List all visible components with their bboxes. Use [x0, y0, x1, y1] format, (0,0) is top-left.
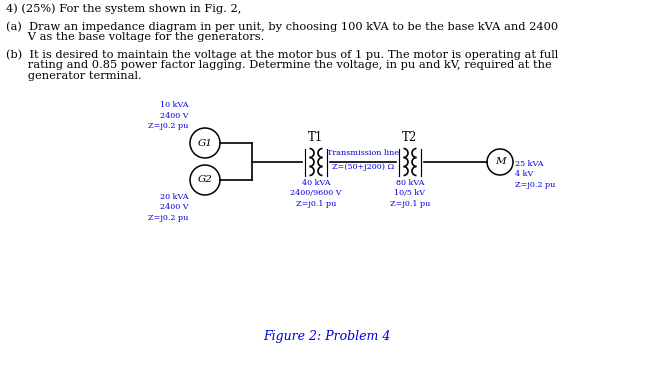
Text: T2: T2 [402, 131, 418, 144]
Text: Transmission line: Transmission line [327, 149, 399, 157]
Text: 10 kVA
2400 V
Z=j0.2 pu: 10 kVA 2400 V Z=j0.2 pu [147, 101, 188, 130]
Text: 80 kVA
10/5 kV
Z=j0.1 pu: 80 kVA 10/5 kV Z=j0.1 pu [390, 179, 430, 208]
Text: rating and 0.85 power factor lagging. Determine the voltage, in pu and kV, requi: rating and 0.85 power factor lagging. De… [6, 60, 552, 70]
Text: Figure 2: Problem 4: Figure 2: Problem 4 [263, 330, 390, 343]
Text: 4) (25%) For the system shown in Fig. 2,: 4) (25%) For the system shown in Fig. 2, [6, 3, 242, 14]
Text: V as the base voltage for the generators.: V as the base voltage for the generators… [6, 32, 265, 42]
Text: (b)  It is desired to maintain the voltage at the motor bus of 1 pu. The motor i: (b) It is desired to maintain the voltag… [6, 49, 558, 59]
Text: 20 kVA
2400 V
Z=j0.2 pu: 20 kVA 2400 V Z=j0.2 pu [147, 193, 188, 222]
Text: 40 kVA
2400/9600 V
Z=j0.1 pu: 40 kVA 2400/9600 V Z=j0.1 pu [290, 179, 342, 208]
Text: T1: T1 [309, 131, 324, 144]
Text: 25 kVA
4 kV
Z=j0.2 pu: 25 kVA 4 kV Z=j0.2 pu [515, 160, 555, 189]
Text: G2: G2 [198, 176, 212, 184]
Text: Z=(50+j200) Ω: Z=(50+j200) Ω [332, 163, 394, 171]
Text: M: M [495, 158, 505, 166]
Text: (a)  Draw an impedance diagram in per unit, by choosing 100 kVA to be the base k: (a) Draw an impedance diagram in per uni… [6, 21, 558, 31]
Text: G1: G1 [198, 138, 212, 147]
Text: generator terminal.: generator terminal. [6, 71, 141, 81]
